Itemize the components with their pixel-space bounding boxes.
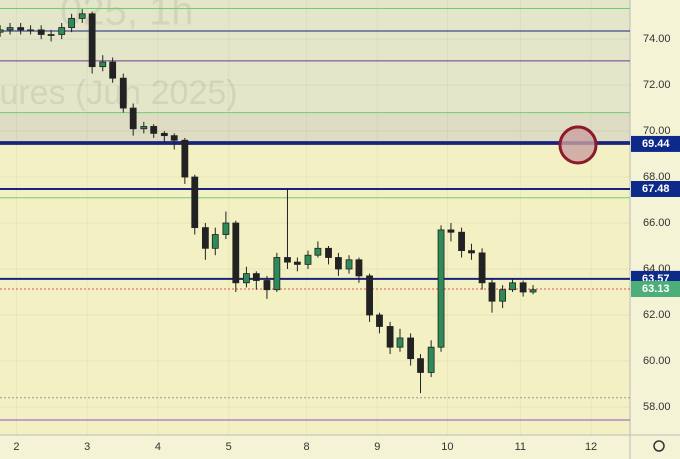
candle-body [376,314,383,327]
candle-body [447,229,455,233]
candle-body [366,275,373,316]
candle-body [427,346,435,373]
plot [0,0,630,435]
candle-body [99,61,107,68]
candle-body [396,337,404,348]
candle-body [314,247,322,256]
candle-body [37,29,45,35]
candle-body [478,252,486,284]
candle-body [529,289,537,293]
x-tick-label: 11 [515,441,526,453]
candle-body [252,273,260,281]
candle-body [181,139,189,178]
annotation-circle [558,125,598,165]
y-tick-label: 60.00 [643,355,671,367]
price-tag-label: 63.13 [642,283,670,295]
time-axis [0,435,630,459]
candle-body [263,280,271,291]
candle-body [335,257,342,270]
candle-body [499,289,507,302]
candle-body [222,222,230,235]
price-tag [631,180,680,197]
candle-body [325,247,332,258]
x-tick-label: 3 [84,441,90,453]
candle-body [58,27,66,35]
y-tick-label: 74.00 [643,33,671,45]
x-tick-label: 10 [441,441,453,453]
candle-body [201,227,209,249]
candle-body [170,135,178,141]
y-tick-label: 72.00 [643,79,671,91]
x-tick-label: 8 [304,441,310,453]
y-tick-label: 66.00 [643,217,671,229]
price-tag-label: 67.48 [642,183,670,195]
candle-body [509,282,516,291]
band-top [0,0,630,113]
x-tick-label: 4 [155,441,161,453]
price-tag [631,281,680,298]
candle-body [284,257,291,263]
price-tag [631,135,680,152]
candle-body [243,273,250,284]
candle-body [119,77,127,109]
y-tick-label: 68.00 [643,171,671,183]
candle-body [0,29,4,33]
settings-icon[interactable] [653,440,665,452]
candle-body [160,132,168,137]
x-tick-label: 5 [226,441,232,453]
candle-body [68,17,76,28]
candle-body [345,259,353,270]
y-tick-label: 58.00 [643,401,671,413]
candle-body [355,259,363,277]
candle-body [293,261,301,265]
price-axis [630,0,680,459]
x-tick-label: 2 [13,441,19,453]
candle-body [47,34,55,36]
candle-body [458,231,465,252]
candle-body [27,29,34,32]
candle-body [386,326,394,348]
candle-body [304,254,312,265]
watermark: tures (Jun 2025) [0,74,238,112]
candle-body [232,222,240,284]
candle-body [273,257,281,291]
candle-body [6,27,14,31]
candle-body [78,13,86,19]
candle-body [211,234,219,249]
candle-body [407,337,415,360]
band-mid [0,113,630,145]
candle-body [150,126,158,134]
candle-body [109,61,117,79]
candle-body [437,229,445,348]
y-tick-label: 62.00 [643,309,671,321]
candle-body [191,176,199,229]
candle-body [488,282,496,302]
candle-body [468,250,475,254]
candle-body [129,107,137,130]
candle-body [519,282,527,293]
x-tick-label: 9 [374,441,380,453]
y-tick-label: 70.00 [643,125,671,137]
candle-body [417,358,424,373]
candle-body [17,27,25,31]
candle-body [140,126,148,130]
x-tick-label: 12 [585,441,597,453]
candle-body [88,13,96,68]
price-tag-label: 69.44 [642,138,670,150]
